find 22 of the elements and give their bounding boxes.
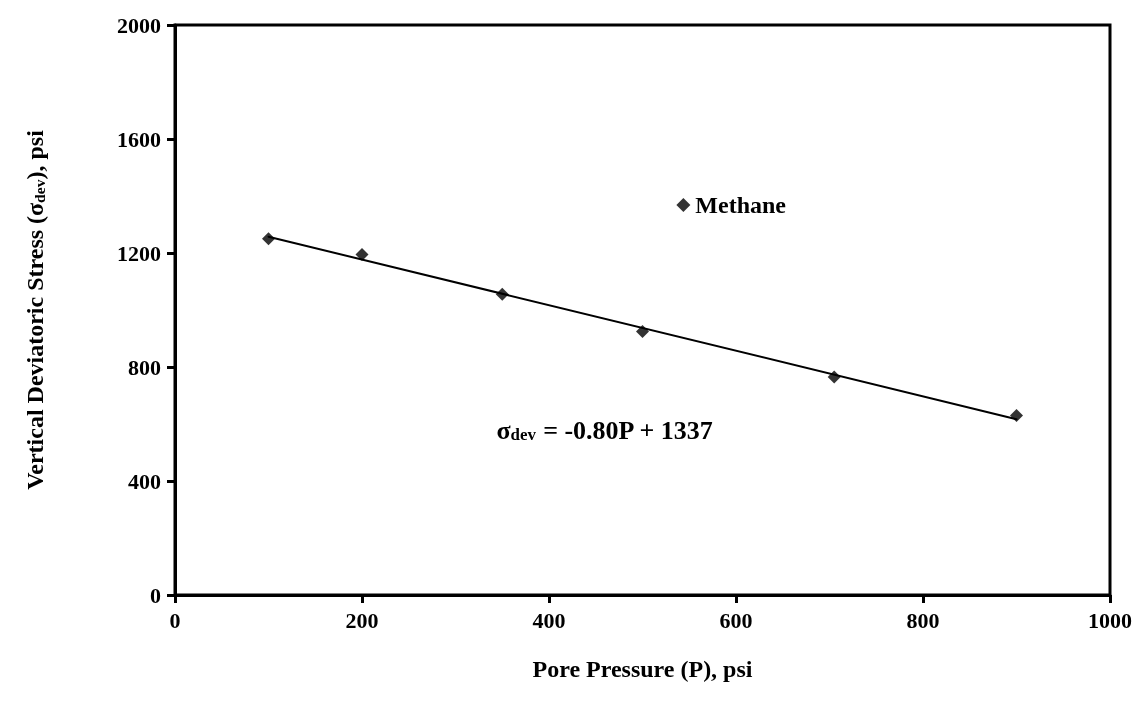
point [1010, 408, 1023, 422]
y-tick-label: 2000 [117, 12, 161, 38]
point [495, 287, 509, 301]
x-axis-title: Pore Pressure (P), psi [532, 656, 753, 682]
point [262, 232, 275, 246]
point [636, 324, 649, 338]
point [355, 247, 369, 261]
x-tick-label: 1000 [1088, 607, 1132, 633]
x-tick-label: 0 [169, 607, 181, 633]
x-tick-label: 200 [345, 607, 379, 633]
x-tick-label: 400 [532, 607, 566, 633]
annotation: σdev = -0.80P + 1337 [496, 415, 713, 445]
y-tick-label: 0 [150, 582, 161, 608]
y-tick-label: 1600 [117, 126, 161, 152]
y-axis-title: Vertical Deviatoric Stress (σdev), psi [21, 129, 48, 490]
y-tick-label: 1200 [117, 240, 161, 266]
point [827, 370, 841, 384]
x-tick-label: 600 [719, 607, 753, 633]
legend-label: Methane [695, 192, 787, 218]
x-tick-label: 800 [906, 607, 940, 633]
y-tick-label: 400 [128, 468, 161, 494]
y-tick-label: 800 [128, 354, 161, 380]
